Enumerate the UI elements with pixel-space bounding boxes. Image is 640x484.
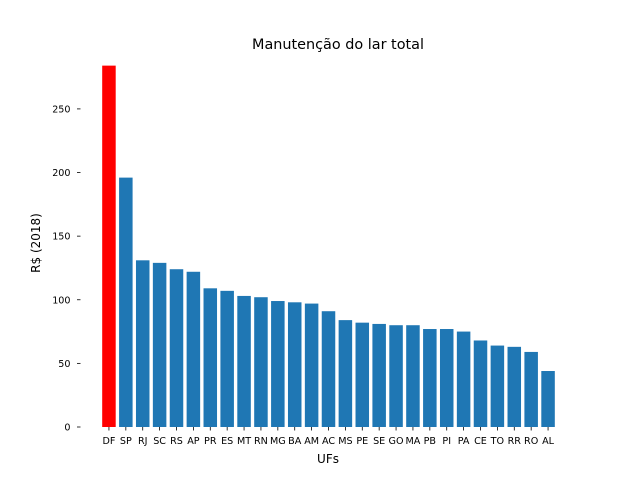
bar-pa — [456, 331, 471, 427]
bar-pr — [203, 288, 218, 427]
x-tick-label-to: TO — [490, 436, 505, 447]
x-tick-label-pe: PE — [356, 436, 368, 447]
bar-rr — [507, 346, 522, 427]
bar-ce — [473, 340, 488, 427]
bar-sc — [152, 262, 167, 427]
bar-al — [541, 371, 555, 427]
bar-ms — [338, 320, 353, 427]
bar-go — [389, 325, 403, 427]
x-tick-label-mg: MG — [270, 436, 286, 447]
bar-mt — [237, 295, 251, 427]
x-tick-label-sp: SP — [120, 436, 132, 447]
y-axis: 0 50 100 150 200 250 — [52, 104, 81, 434]
x-tick-label-rj: RJ — [138, 436, 148, 447]
bar-to — [490, 345, 505, 427]
y-tick-label: 200 — [52, 168, 70, 179]
x-tick-label-es: ES — [221, 436, 233, 447]
y-tick-label: 250 — [52, 104, 70, 115]
x-tick-label-df: DF — [102, 436, 115, 447]
x-tick-label-rs: RS — [170, 436, 183, 447]
bar-ro — [524, 351, 538, 427]
x-tick-label-sc: SC — [153, 436, 166, 447]
x-tick-label-ac: AC — [322, 436, 335, 447]
x-tick-label-ms: MS — [338, 436, 352, 447]
y-tick-label: 50 — [58, 359, 70, 370]
x-axis-label: UFs — [317, 452, 339, 466]
bar-se — [372, 323, 386, 427]
bar-es — [220, 290, 234, 427]
bar-rs — [169, 269, 184, 427]
bar-mg — [271, 301, 285, 427]
x-tick-label-pb: PB — [424, 436, 436, 447]
bar-sp — [119, 177, 133, 427]
x-tick-label-rr: RR — [508, 436, 522, 447]
x-tick-label-go: GO — [389, 436, 404, 447]
x-tick-label-ro: RO — [524, 436, 539, 447]
bar-rn — [254, 297, 268, 427]
bars — [102, 65, 555, 427]
bar-ap — [186, 271, 201, 427]
y-tick-label: 0 — [64, 423, 70, 434]
y-tick-label: 100 — [52, 295, 70, 306]
bar-rj — [135, 260, 150, 427]
x-tick-label-pi: PI — [442, 436, 451, 447]
x-tick-label-al: AL — [542, 436, 555, 447]
chart-title: Manutenção do lar total — [252, 37, 424, 53]
bar-ba — [287, 302, 302, 427]
bar-pe — [355, 322, 370, 427]
x-tick-label-pa: PA — [458, 436, 470, 447]
x-tick-label-ba: BA — [288, 436, 302, 447]
bar-ma — [406, 325, 420, 427]
bar-pb — [423, 329, 437, 427]
x-tick-label-ma: MA — [406, 436, 421, 447]
x-tick-label-se: SE — [373, 436, 385, 447]
x-axis: DF SP RJ SC RS AP PR ES MT RN MG BA AM AC MS PE SE GO MA PB… — [102, 427, 555, 447]
bar-am — [304, 303, 319, 427]
x-tick-label-mt: MT — [237, 436, 251, 447]
y-tick-label: 150 — [52, 232, 70, 243]
x-tick-label-ce: CE — [474, 436, 487, 447]
y-axis-label: R$ (2018) — [29, 213, 43, 273]
x-tick-label-am: AM — [304, 436, 319, 447]
bar-ac — [321, 311, 336, 427]
x-tick-label-pr: PR — [204, 436, 217, 447]
x-tick-label-ap: AP — [187, 436, 200, 447]
bar-df — [102, 65, 116, 427]
bar-pi — [439, 329, 454, 427]
x-tick-label-rn: RN — [254, 436, 268, 447]
